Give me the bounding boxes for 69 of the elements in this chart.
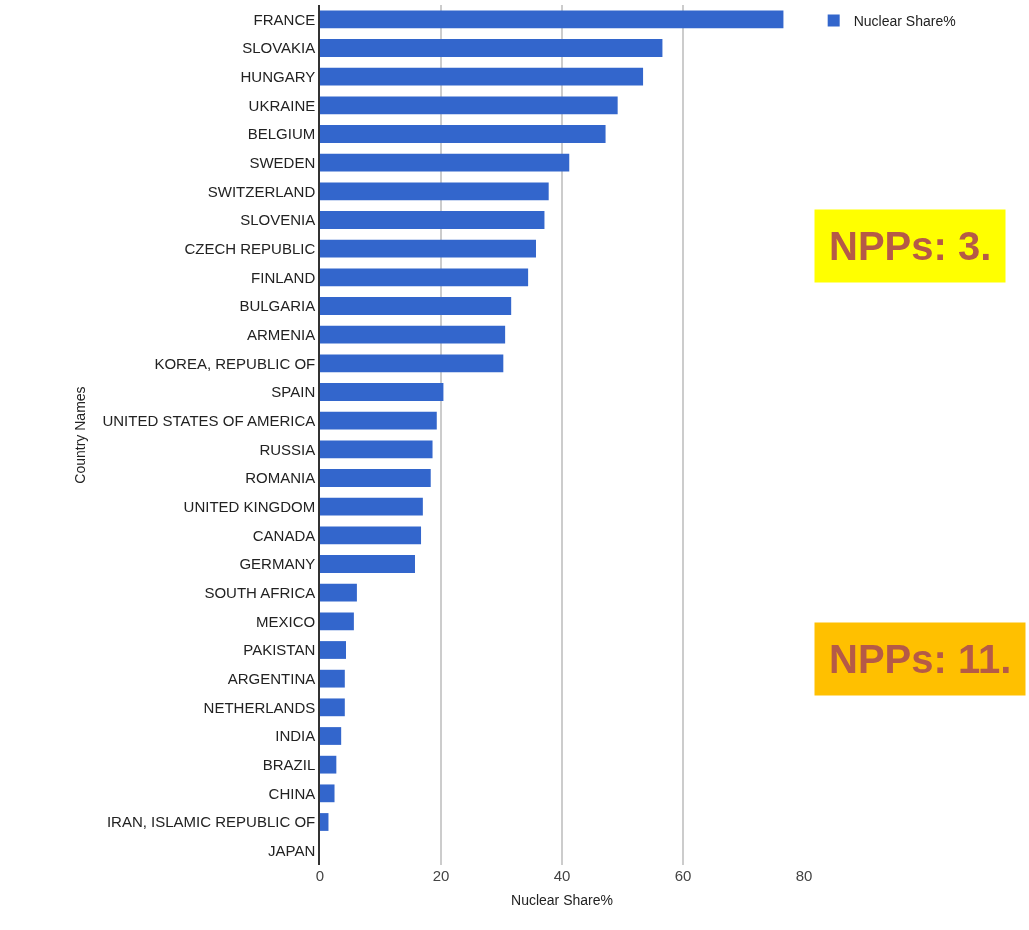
y-tick-label: BRAZIL — [262, 755, 316, 773]
y-tick-label: UNITED KINGDOM — [183, 497, 316, 515]
y-tick-label: BULGARIA — [239, 297, 316, 315]
bar — [320, 67, 644, 86]
bar — [320, 125, 606, 143]
y-tick-label: MEXICO — [256, 612, 316, 630]
bar — [320, 555, 415, 573]
y-tick-label: UNITED STATES OF AMERICA — [102, 411, 316, 429]
bar — [320, 383, 444, 401]
bar — [320, 727, 342, 745]
y-tick-label: JAPAN — [268, 841, 316, 859]
y-tick-label: SLOVENIA — [240, 211, 316, 229]
y-tick-label: NETHERLANDS — [203, 698, 316, 716]
y-tick-label: CZECH REPUBLIC — [184, 239, 316, 257]
y-tick-label: GERMANY — [239, 555, 316, 573]
x-tick-label: 0 — [315, 867, 325, 884]
y-tick-label: KOREA, REPUBLIC OF — [154, 354, 316, 372]
legend-label: Nuclear Share% — [853, 13, 956, 30]
bar — [320, 641, 347, 659]
bar — [320, 153, 570, 172]
bar — [320, 39, 663, 57]
y-tick-label: SWITZERLAND — [207, 182, 316, 200]
y-tick-label: RUSSIA — [259, 440, 316, 458]
y-tick-label: PAKISTAN — [243, 641, 316, 659]
text: NPPs: 3. — [829, 224, 992, 268]
x-tick-label: 20 — [432, 867, 450, 884]
y-tick-label: HUNGARY — [240, 67, 316, 85]
bar — [320, 669, 345, 688]
x-tick-label: 60 — [674, 867, 692, 884]
y-tick-label: ARMENIA — [246, 325, 316, 343]
bar — [320, 526, 422, 545]
bar — [320, 784, 335, 803]
bar — [320, 325, 506, 344]
bar — [320, 182, 549, 201]
bar — [320, 440, 433, 459]
x-tick-label: 80 — [795, 867, 813, 884]
bar — [320, 10, 784, 29]
bar — [320, 268, 529, 287]
y-tick-label: FINLAND — [251, 268, 316, 286]
bar — [320, 411, 437, 430]
bar — [320, 211, 545, 229]
y-tick-label: SOUTH AFRICA — [204, 583, 316, 601]
y-tick-label: UKRAINE — [248, 96, 316, 114]
bar — [320, 469, 431, 487]
bar — [320, 497, 423, 516]
y-tick-label: BELGIUM — [247, 125, 316, 143]
y-tick-label: FRANCE — [253, 10, 316, 28]
y-tick-label: IRAN, ISLAMIC REPUBLIC OF — [106, 813, 316, 831]
y-tick-label: ROMANIA — [245, 469, 316, 487]
y-tick-label: ARGENTINA — [227, 669, 316, 687]
y-tick-label: CHINA — [268, 784, 316, 802]
y-axis-title: Country Names — [71, 386, 88, 484]
bar — [320, 698, 345, 717]
bar — [320, 354, 504, 373]
bar — [320, 612, 354, 631]
bar — [320, 583, 357, 602]
bar — [320, 755, 337, 774]
y-tick-label: SPAIN — [271, 383, 316, 401]
bar — [320, 96, 618, 115]
y-tick-label: SLOVAKIA — [242, 39, 316, 57]
x-tick-label: 40 — [553, 867, 571, 884]
y-tick-label: SWEDEN — [249, 153, 316, 171]
y-tick-label: INDIA — [275, 727, 316, 745]
bar — [320, 297, 512, 315]
y-tick-label: CANADA — [252, 526, 316, 544]
text: NPPs: 11. — [829, 637, 1012, 681]
x-axis-title: Nuclear Share% — [511, 892, 613, 909]
bar — [320, 813, 329, 831]
bar — [320, 239, 536, 258]
